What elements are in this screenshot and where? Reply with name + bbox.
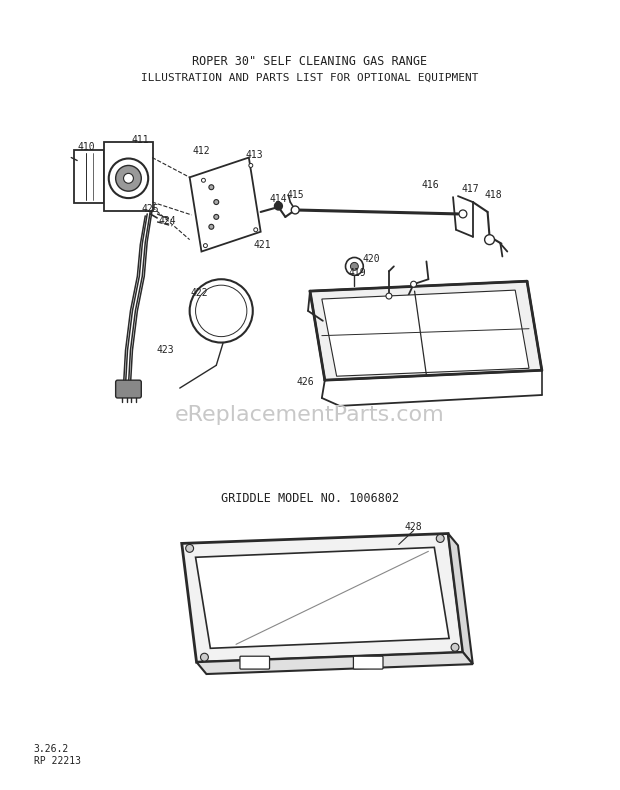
FancyBboxPatch shape: [353, 656, 383, 669]
Circle shape: [451, 643, 459, 651]
Text: 3.26.2: 3.26.2: [33, 744, 69, 754]
Circle shape: [254, 228, 258, 231]
Text: 412: 412: [193, 145, 210, 156]
Text: ILLUSTRATION AND PARTS LIST FOR OPTIONAL EQUIPMENT: ILLUSTRATION AND PARTS LIST FOR OPTIONAL…: [141, 73, 479, 82]
Circle shape: [203, 243, 208, 247]
Polygon shape: [448, 533, 473, 664]
Text: 419: 419: [348, 269, 366, 278]
Text: 428: 428: [405, 521, 422, 532]
Circle shape: [345, 258, 363, 275]
Text: eReplacementParts.com: eReplacementParts.com: [175, 404, 445, 425]
Text: 416: 416: [422, 180, 439, 190]
Text: 417: 417: [461, 184, 479, 194]
Text: 420: 420: [362, 254, 380, 265]
Circle shape: [249, 164, 253, 167]
Circle shape: [275, 202, 282, 210]
Text: 424: 424: [158, 216, 175, 226]
Text: 421: 421: [254, 239, 272, 250]
Circle shape: [116, 165, 141, 191]
Text: ROPER 30" SELF CLEANING GAS RANGE: ROPER 30" SELF CLEANING GAS RANGE: [192, 55, 428, 68]
Polygon shape: [310, 281, 542, 380]
FancyBboxPatch shape: [74, 149, 104, 203]
FancyBboxPatch shape: [116, 380, 141, 398]
Circle shape: [350, 262, 358, 270]
Text: 422: 422: [191, 288, 208, 298]
Polygon shape: [182, 533, 463, 662]
Circle shape: [291, 206, 299, 214]
Circle shape: [410, 281, 417, 287]
Circle shape: [190, 279, 253, 343]
Text: RP 22213: RP 22213: [33, 756, 81, 766]
Text: 418: 418: [485, 190, 502, 200]
Circle shape: [209, 185, 214, 190]
Circle shape: [209, 224, 214, 229]
Text: 411: 411: [131, 135, 149, 145]
Circle shape: [202, 179, 205, 182]
Text: GRIDDLE MODEL NO. 1006802: GRIDDLE MODEL NO. 1006802: [221, 492, 399, 506]
Circle shape: [386, 293, 392, 299]
Circle shape: [459, 210, 467, 218]
Text: 414: 414: [270, 194, 287, 204]
Circle shape: [436, 535, 444, 543]
Text: 415: 415: [286, 190, 304, 200]
Text: 410: 410: [78, 141, 95, 152]
Circle shape: [214, 214, 219, 220]
Polygon shape: [195, 547, 449, 649]
Circle shape: [108, 159, 148, 198]
Circle shape: [200, 653, 208, 661]
Circle shape: [485, 235, 495, 245]
Circle shape: [195, 285, 247, 337]
Text: 423: 423: [156, 345, 174, 356]
Text: 413: 413: [246, 149, 264, 160]
Text: 426: 426: [296, 377, 314, 387]
Circle shape: [186, 544, 193, 552]
Text: 425: 425: [141, 204, 159, 214]
Circle shape: [123, 173, 133, 183]
FancyBboxPatch shape: [240, 656, 270, 669]
Polygon shape: [322, 290, 529, 376]
FancyBboxPatch shape: [104, 141, 153, 211]
Circle shape: [214, 200, 219, 205]
Polygon shape: [190, 157, 260, 251]
Polygon shape: [197, 653, 473, 674]
